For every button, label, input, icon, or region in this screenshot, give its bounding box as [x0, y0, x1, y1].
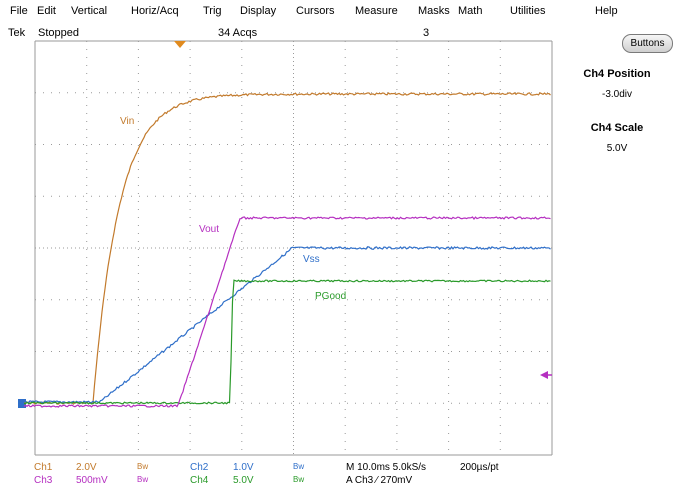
menu-file[interactable]: File	[10, 5, 28, 17]
acquisition-state: Stopped	[38, 27, 79, 39]
vin-label: Vin	[120, 116, 134, 127]
trigger-readout[interactable]: A Ch3 ⁄ 270mV	[346, 475, 413, 486]
menu-masks[interactable]: Masks	[418, 5, 450, 17]
brand-label: Tek	[8, 27, 26, 39]
channel-ground-marker[interactable]	[18, 399, 26, 408]
ch4-name[interactable]: Ch4	[190, 475, 209, 486]
menu-vertical[interactable]: Vertical	[71, 5, 108, 17]
trigger-position-marker[interactable]	[174, 41, 186, 48]
menu-bar: File Edit Vertical Horiz/Acq Trig Displa…	[0, 0, 678, 22]
ch4-bandwidth: Bw	[293, 475, 305, 484]
ch3-name[interactable]: Ch3	[34, 475, 53, 486]
trigger-level-marker[interactable]	[540, 371, 548, 379]
ch1-scale[interactable]: 2.0V	[76, 462, 97, 473]
menu-help[interactable]: Help	[595, 5, 618, 17]
ch2-name[interactable]: Ch2	[190, 462, 209, 473]
pgood-trace	[23, 279, 551, 405]
vss-trace	[23, 246, 551, 404]
pgood-label: PGood	[315, 291, 346, 302]
menu-horiz-acq[interactable]: Horiz/Acq	[131, 5, 179, 17]
vin-trace	[23, 92, 551, 405]
resolution-readout: 200µs/pt	[460, 462, 499, 473]
menu-math[interactable]: Math	[458, 5, 483, 17]
ch4-scale-label: Ch4 Scale	[590, 122, 644, 134]
ch1-name[interactable]: Ch1	[34, 462, 53, 473]
ch2-scale[interactable]: 1.0V	[233, 462, 254, 473]
ch3-bandwidth: Bw	[137, 475, 149, 484]
menu-utilities[interactable]: Utilities	[510, 5, 546, 17]
ch3-scale[interactable]: 500mV	[76, 475, 108, 486]
menu-cursors[interactable]: Cursors	[296, 5, 335, 17]
menu-measure[interactable]: Measure	[355, 5, 398, 17]
vout-trace	[23, 216, 551, 408]
vss-label: Vss	[303, 254, 320, 265]
buttons-button[interactable]: Buttons	[622, 34, 673, 53]
ch4-scale-value[interactable]: 5.0V	[606, 143, 628, 154]
graticule	[34, 40, 553, 456]
ch4-scale[interactable]: 5.0V	[233, 475, 254, 486]
vout-label: Vout	[199, 224, 219, 235]
status-number: 3	[423, 27, 430, 39]
ch4-position-value[interactable]: -3.0div	[601, 89, 632, 100]
acquisition-count: 34 Acqs	[218, 27, 258, 39]
timebase-readout[interactable]: M 10.0ms 5.0kS/s	[346, 462, 427, 473]
ch2-bandwidth: Bw	[293, 462, 305, 471]
ch1-bandwidth: Bw	[137, 462, 149, 471]
menu-trig[interactable]: Trig	[203, 5, 222, 17]
menu-edit[interactable]: Edit	[37, 5, 56, 17]
menu-display[interactable]: Display	[240, 5, 277, 17]
ch4-position-label: Ch4 Position	[583, 68, 651, 80]
